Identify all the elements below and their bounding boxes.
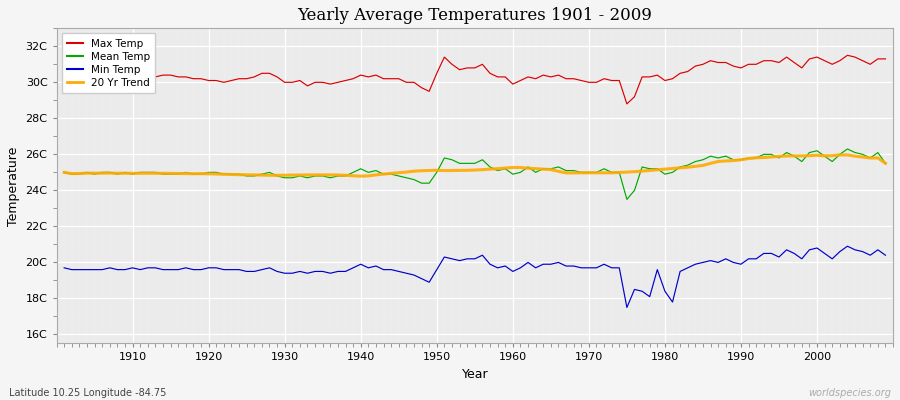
Legend: Max Temp, Mean Temp, Min Temp, 20 Yr Trend: Max Temp, Mean Temp, Min Temp, 20 Yr Tre… bbox=[62, 34, 155, 93]
X-axis label: Year: Year bbox=[462, 368, 488, 381]
Y-axis label: Temperature: Temperature bbox=[7, 146, 20, 226]
Text: Latitude 10.25 Longitude -84.75: Latitude 10.25 Longitude -84.75 bbox=[9, 388, 166, 398]
Text: worldspecies.org: worldspecies.org bbox=[808, 388, 891, 398]
Title: Yearly Average Temperatures 1901 - 2009: Yearly Average Temperatures 1901 - 2009 bbox=[297, 7, 652, 24]
